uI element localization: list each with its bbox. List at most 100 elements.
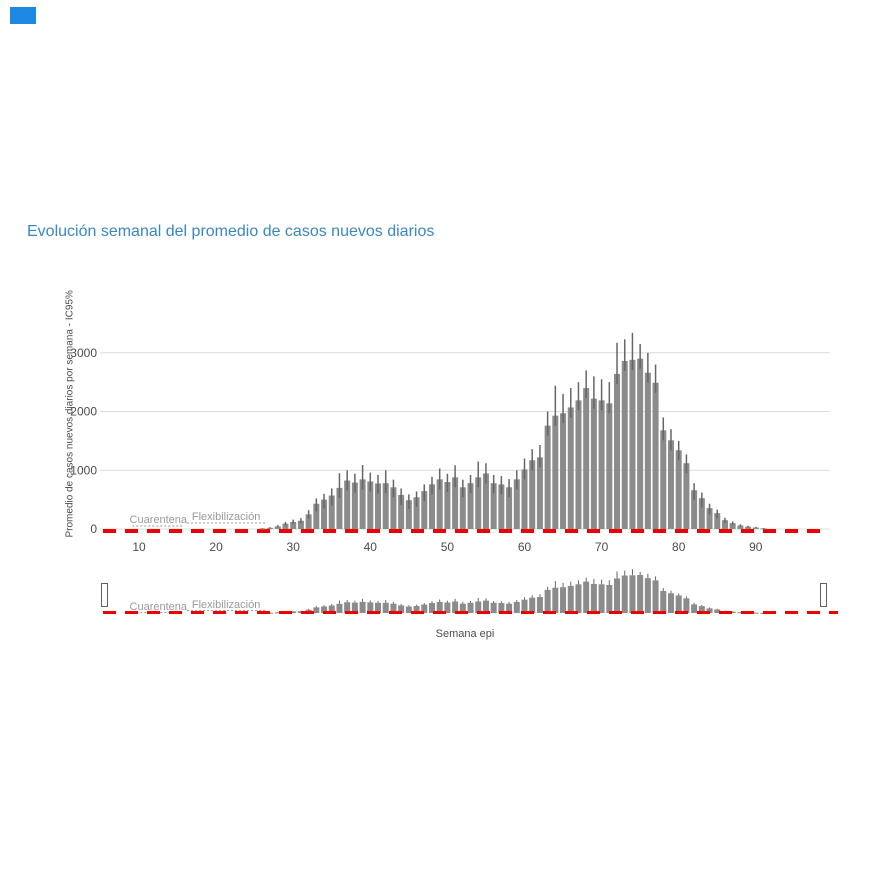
bar bbox=[321, 499, 328, 529]
bar bbox=[305, 514, 312, 529]
mini-bar bbox=[575, 584, 582, 613]
bar bbox=[351, 482, 358, 529]
x-tick-label: 10 bbox=[132, 540, 146, 554]
mini-bar bbox=[544, 589, 551, 613]
mini-bar bbox=[590, 583, 597, 613]
x-axis-title: Semana epi bbox=[435, 628, 495, 640]
mini-bar bbox=[444, 602, 451, 613]
mini-bar bbox=[729, 611, 736, 613]
mini-bar bbox=[328, 605, 335, 613]
bar bbox=[706, 508, 713, 529]
bar bbox=[506, 487, 513, 529]
mini-bar bbox=[714, 609, 721, 613]
bar bbox=[683, 463, 690, 529]
chart-title: Evolución semanal del promedio de casos … bbox=[27, 223, 435, 240]
bar bbox=[637, 358, 644, 529]
x-tick-label: 70 bbox=[595, 540, 609, 554]
mini-bar bbox=[359, 601, 366, 613]
bar bbox=[367, 481, 374, 529]
mini-bar bbox=[706, 608, 713, 613]
mini-bar bbox=[529, 597, 536, 613]
mini-bar bbox=[297, 611, 304, 613]
bar bbox=[482, 473, 489, 529]
bar bbox=[428, 484, 435, 529]
bar bbox=[259, 528, 266, 530]
bar bbox=[752, 527, 759, 529]
annotation-label: Cuarentena bbox=[130, 514, 188, 526]
mini-bar bbox=[614, 578, 621, 613]
mini-bar bbox=[621, 575, 628, 613]
bar bbox=[667, 440, 674, 529]
bar bbox=[436, 479, 443, 529]
bar bbox=[660, 430, 667, 529]
bar bbox=[760, 528, 767, 530]
mini-bar bbox=[421, 604, 428, 613]
x-tick-label: 60 bbox=[518, 540, 532, 554]
mini-bar bbox=[375, 602, 382, 613]
bar bbox=[590, 398, 597, 529]
bar bbox=[382, 483, 389, 529]
y-tick-label: 3000 bbox=[70, 346, 97, 360]
bar bbox=[274, 526, 281, 529]
mini-bar bbox=[737, 612, 744, 614]
range-selector-left-handle[interactable] bbox=[101, 583, 108, 607]
mini-bar bbox=[313, 607, 320, 613]
mini-bar bbox=[583, 581, 590, 613]
bar bbox=[529, 460, 536, 529]
bar bbox=[552, 415, 559, 529]
mini-bar bbox=[521, 599, 528, 613]
y-tick-label: 2000 bbox=[70, 405, 97, 419]
bar bbox=[475, 477, 482, 529]
y-tick-label: 1000 bbox=[70, 463, 97, 477]
bar bbox=[498, 484, 505, 529]
mini-bar bbox=[683, 598, 690, 613]
bar bbox=[629, 359, 636, 529]
bar bbox=[297, 520, 304, 529]
mini-bar bbox=[536, 597, 543, 613]
bar bbox=[398, 494, 405, 529]
x-tick-label: 20 bbox=[209, 540, 223, 554]
bar bbox=[490, 483, 497, 529]
mini-bar bbox=[436, 601, 443, 613]
bar bbox=[691, 490, 698, 529]
mini-bar bbox=[598, 584, 605, 613]
mini-bar bbox=[667, 593, 674, 613]
bar bbox=[583, 388, 590, 529]
mini-bar bbox=[698, 606, 705, 613]
bar bbox=[614, 373, 621, 529]
bar bbox=[359, 479, 366, 529]
mini-bar bbox=[644, 578, 651, 613]
bar bbox=[567, 407, 574, 529]
mini-bar bbox=[675, 595, 682, 613]
bar bbox=[644, 372, 651, 529]
mini-annotation-label: Cuarentena bbox=[130, 601, 188, 613]
bar bbox=[606, 403, 613, 529]
mini-bar bbox=[344, 602, 351, 613]
mini-bar bbox=[290, 611, 297, 613]
mini-bar bbox=[498, 603, 505, 613]
bar bbox=[714, 513, 721, 529]
top-left-blue-marker bbox=[10, 7, 36, 24]
mini-bar bbox=[652, 580, 659, 613]
mini-bar bbox=[660, 590, 667, 613]
mini-bar bbox=[629, 575, 636, 613]
y-axis-title: Promedio de casos nuevos diarios por sem… bbox=[64, 290, 76, 538]
mini-bar bbox=[567, 585, 574, 613]
bar bbox=[652, 382, 659, 529]
mini-bar bbox=[490, 602, 497, 613]
x-tick-label: 50 bbox=[441, 540, 455, 554]
bar bbox=[290, 521, 297, 529]
range-selector-right-handle[interactable] bbox=[820, 583, 827, 607]
bar bbox=[467, 483, 474, 529]
mini-bar bbox=[336, 603, 343, 613]
mini-bar bbox=[382, 602, 389, 613]
bar bbox=[405, 500, 412, 529]
bar bbox=[336, 487, 343, 529]
mini-bar bbox=[413, 605, 420, 613]
mini-bar bbox=[506, 603, 513, 613]
mini-annotation-label: Flexibilización bbox=[192, 599, 260, 611]
mini-bar bbox=[367, 602, 374, 613]
bar bbox=[675, 450, 682, 529]
